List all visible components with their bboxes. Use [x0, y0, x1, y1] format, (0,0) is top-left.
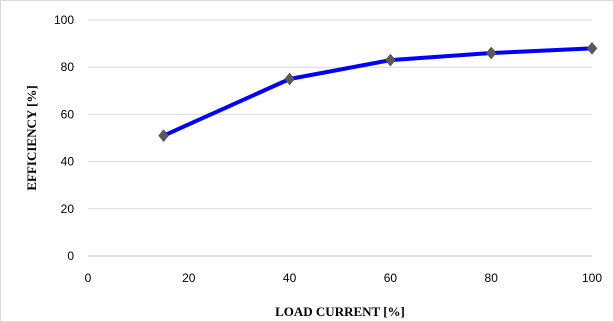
x-tick-label: 60	[384, 271, 398, 285]
gridlines	[88, 19, 592, 210]
data-point-marker	[158, 129, 169, 143]
x-tick-label: 40	[283, 271, 297, 285]
y-tick-label: 0	[67, 249, 74, 263]
x-tick-label: 0	[85, 271, 92, 285]
y-tick-label: 40	[61, 155, 75, 169]
series-line-0	[161, 46, 594, 138]
y-tick-label: 60	[61, 107, 75, 121]
markers	[158, 41, 598, 143]
y-tick-label: 100	[54, 13, 74, 27]
y-tick-label: 80	[61, 60, 75, 74]
x-tick-label: 20	[182, 271, 196, 285]
y-tick-labels: 0 20 40 60 80 100	[54, 13, 74, 263]
x-tick-labels: 0 20 40 60 80 100	[85, 271, 603, 285]
y-axis-title: EFFICIENCY [%]	[24, 85, 39, 190]
data-point-marker	[385, 53, 396, 67]
data-point-marker	[284, 72, 295, 86]
data-point-marker	[485, 46, 497, 60]
x-tick-label: 80	[485, 271, 499, 285]
x-axis-title: LOAD CURRENT [%]	[275, 304, 405, 319]
data-point-marker	[586, 41, 598, 55]
y-tick-label: 20	[61, 202, 75, 216]
x-tick-label: 100	[582, 271, 602, 285]
series	[161, 46, 594, 138]
